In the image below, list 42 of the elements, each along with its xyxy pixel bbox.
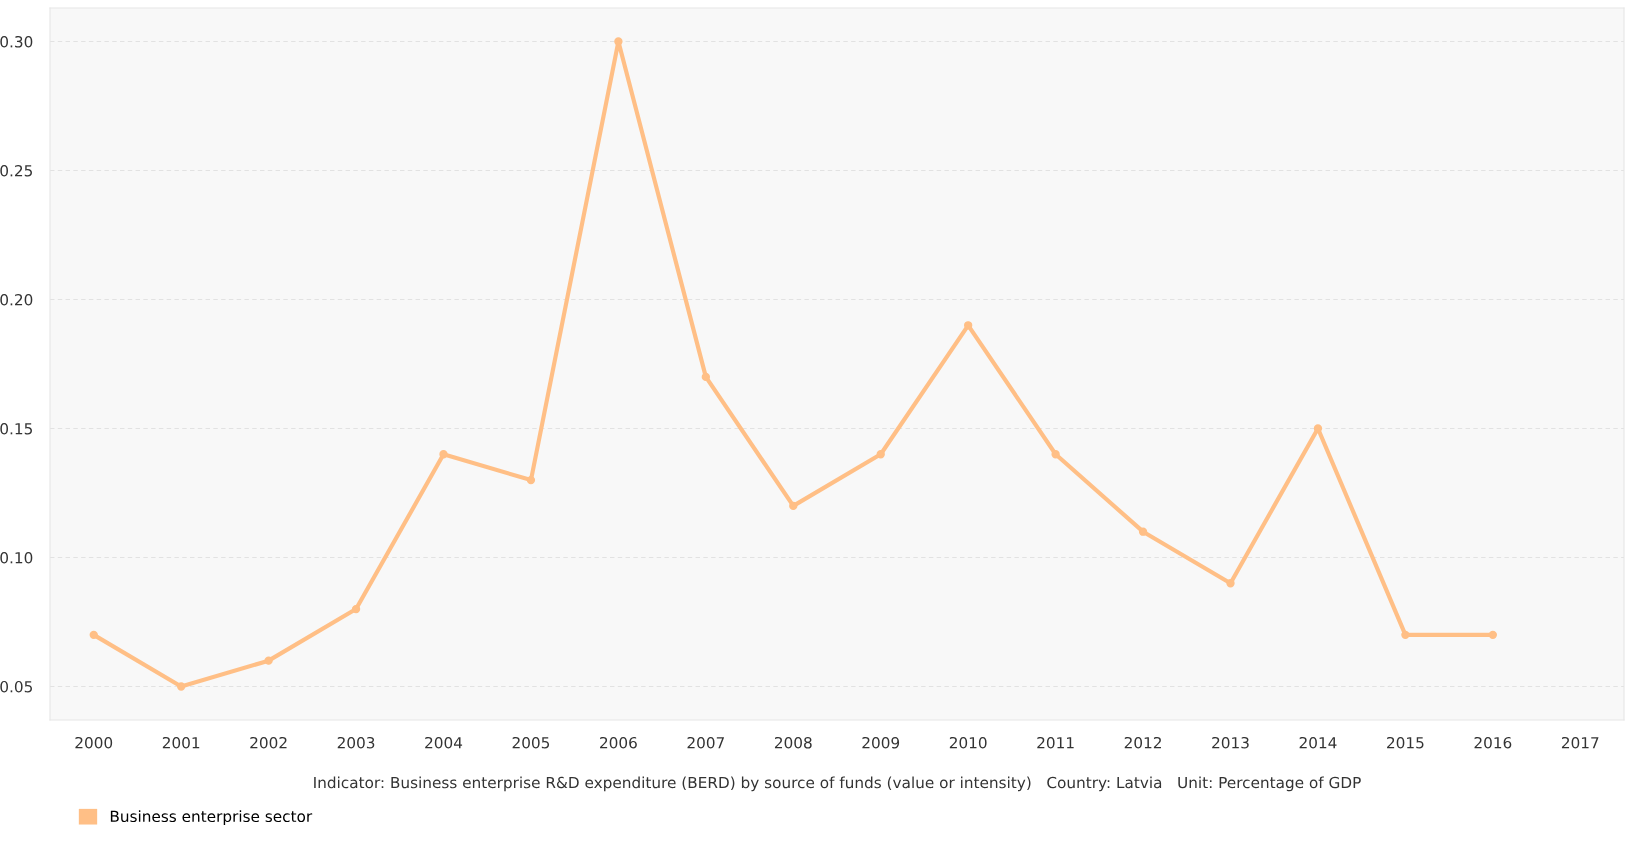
x-tick-label: 2006: [600, 736, 637, 749]
point: [789, 501, 798, 511]
x-tick-label: 2012: [1124, 736, 1161, 749]
point: [876, 450, 885, 459]
x-tick-label: 2002: [250, 736, 287, 749]
x-tick-label: 2008: [774, 736, 812, 749]
y-tick-label: 0.10: [0, 551, 33, 564]
x-tick-label: 2009: [862, 736, 900, 749]
x-axis-title: Indicator: Business enterprise R&D expenditure (BERD) by source of funds (value or intensity) Country: Latvia Unit: Percentage of GDP: [314, 776, 1361, 792]
point: [89, 630, 98, 640]
legend-label: Business enterprise sector: [110, 810, 313, 826]
x-tick-label: 2013: [1212, 736, 1249, 749]
y-tick-label: 0.25: [0, 164, 32, 177]
y-tick-label: 0.30: [0, 36, 33, 48]
point: [1226, 579, 1235, 588]
x-tick-label: 2010: [949, 736, 987, 749]
point: [614, 37, 623, 46]
x-tick-label: 2005: [512, 736, 550, 749]
point: [1051, 450, 1060, 459]
point: [264, 656, 273, 665]
x-tick-label: 2017: [1561, 736, 1599, 749]
point: [1401, 630, 1410, 640]
x-tick-label: 2015: [1387, 736, 1424, 749]
point: [526, 475, 536, 485]
x-tick-label: 2004: [425, 736, 463, 749]
x-tick-label: 2000: [75, 736, 113, 749]
y-tick-label: 0.05: [0, 680, 32, 693]
point: [439, 450, 448, 459]
x-tick-label: 2007: [687, 736, 724, 749]
x-tick-label: 2001: [162, 736, 200, 749]
point: [701, 372, 711, 382]
x-tick-label: 2003: [337, 736, 375, 749]
y-tick-label: 0.15: [0, 422, 32, 435]
point: [351, 604, 361, 614]
y-tick-label: 0.20: [0, 293, 33, 306]
point: [176, 682, 186, 691]
point: [1138, 527, 1148, 536]
x-tick-label: 2016: [1474, 736, 1512, 749]
point: [1488, 630, 1498, 640]
point: [963, 321, 973, 330]
x-tick-label: 2011: [1037, 736, 1074, 749]
x-tick-label: 2014: [1299, 736, 1337, 749]
